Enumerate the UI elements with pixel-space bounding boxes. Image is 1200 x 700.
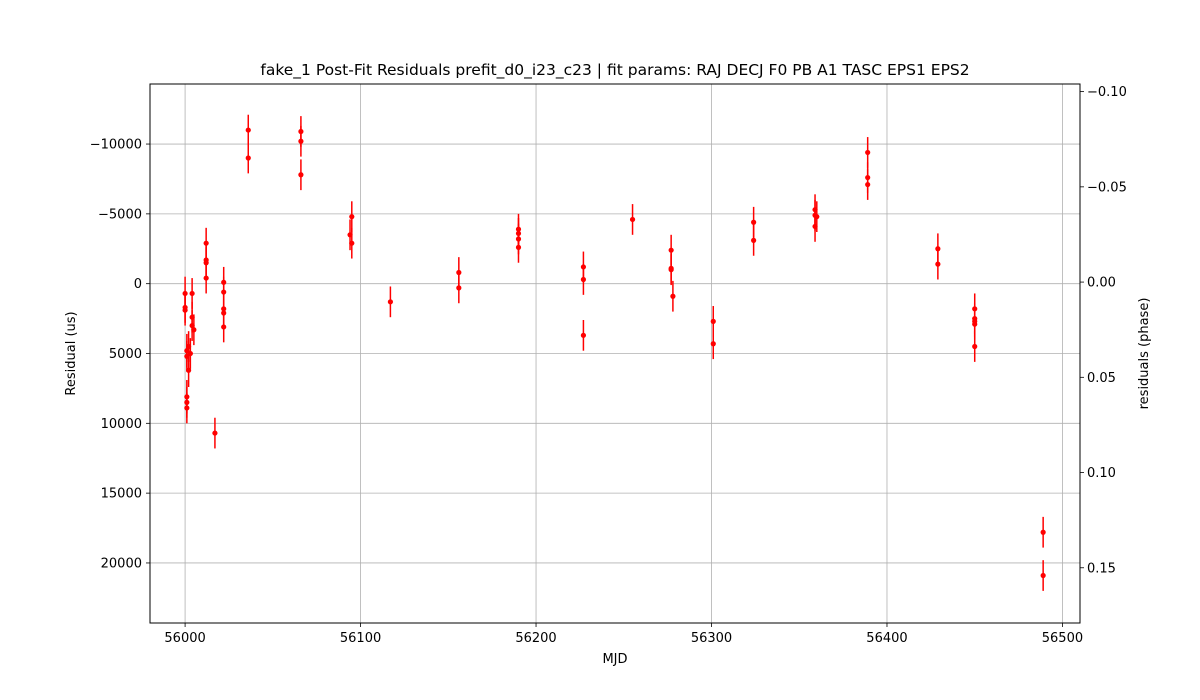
- y-tick-label: 5000: [109, 347, 142, 362]
- data-point: [515, 226, 522, 232]
- grid-lines: [150, 84, 1080, 623]
- data-point: [935, 246, 941, 252]
- data-point: [865, 149, 871, 156]
- data-point: [221, 324, 227, 330]
- y2-tick-label: −0.10: [1087, 85, 1127, 100]
- data-point: [245, 155, 251, 161]
- data-point: [865, 181, 871, 188]
- y2-tick-label: 0.10: [1087, 466, 1116, 481]
- data-point: [865, 174, 871, 181]
- data-point: [972, 321, 978, 327]
- data-point: [349, 214, 355, 220]
- data-point: [189, 314, 195, 320]
- data-point: [1040, 572, 1046, 579]
- y-tick-label: −5000: [98, 207, 142, 222]
- data-point: [182, 307, 188, 313]
- y-tick-label: 10000: [101, 417, 142, 432]
- data-point: [184, 348, 190, 354]
- data-point: [203, 260, 209, 266]
- data-point: [186, 367, 192, 373]
- data-point: [814, 214, 820, 220]
- y-tick-label: 20000: [101, 556, 142, 571]
- y-tick-label: 15000: [101, 487, 142, 502]
- data-point: [710, 318, 716, 324]
- data-point: [189, 322, 195, 329]
- data-point: [812, 207, 818, 213]
- data-point: [580, 276, 587, 283]
- data-point: [515, 230, 522, 237]
- y2-tick-label: 0.00: [1087, 276, 1116, 291]
- data-point: [347, 232, 353, 238]
- data-point: [191, 327, 197, 333]
- data-point: [221, 279, 227, 285]
- data-point: [751, 237, 757, 243]
- data-point: [668, 267, 674, 273]
- x-tick-label: 56500: [1042, 631, 1083, 646]
- data-points: [182, 127, 1046, 579]
- data-point: [182, 290, 188, 297]
- data-point: [935, 261, 941, 267]
- data-point: [184, 353, 190, 359]
- data-point: [1040, 529, 1046, 535]
- data-point: [189, 290, 195, 297]
- y2-tick-label: −0.05: [1087, 180, 1127, 195]
- data-point: [184, 399, 190, 405]
- data-point: [203, 240, 209, 246]
- data-point: [580, 332, 587, 338]
- data-point: [629, 216, 636, 223]
- data-point: [349, 240, 355, 246]
- x-tick-label: 56400: [866, 631, 907, 646]
- data-point: [456, 285, 462, 291]
- y-axis-ticks: −10000 −5000 0 5000 10000 15000 20000: [90, 138, 150, 571]
- data-point: [456, 269, 462, 276]
- y-axis-label: Residual (us): [64, 311, 79, 395]
- data-point: [184, 394, 190, 400]
- data-point: [515, 236, 522, 242]
- data-point: [298, 172, 304, 178]
- data-point: [812, 223, 818, 230]
- data-point: [515, 244, 522, 250]
- y2-tick-label: 0.15: [1087, 561, 1116, 576]
- data-point: [221, 306, 227, 312]
- data-point: [212, 430, 218, 436]
- x-tick-label: 56100: [340, 631, 381, 646]
- data-point: [670, 293, 676, 299]
- data-point: [221, 310, 227, 316]
- y2-axis-label: residuals (phase): [1137, 298, 1152, 410]
- data-point: [184, 405, 190, 411]
- data-point: [203, 275, 209, 281]
- x-tick-label: 56000: [164, 631, 205, 646]
- x-tick-label: 56300: [691, 631, 732, 646]
- data-point: [298, 128, 304, 135]
- x-tick-label: 56200: [515, 631, 556, 646]
- data-point: [668, 247, 674, 253]
- data-point: [245, 127, 251, 133]
- y2-axis-ticks: −0.10 −0.05 0.00 0.05 0.10 0.15: [1080, 85, 1127, 576]
- chart-title: fake_1 Post-Fit Residuals prefit_d0_i23_…: [260, 61, 969, 80]
- y-tick-label: −10000: [90, 138, 142, 153]
- data-point: [751, 219, 757, 225]
- data-point: [221, 289, 227, 295]
- data-point: [972, 343, 978, 350]
- x-axis-ticks: 56000 56100 56200 56300 56400 56500: [164, 623, 1083, 646]
- data-point: [972, 306, 978, 312]
- data-point: [298, 138, 304, 144]
- y-tick-label: 0: [134, 277, 142, 292]
- data-point: [710, 341, 716, 347]
- data-point: [187, 350, 193, 357]
- data-point: [186, 343, 192, 350]
- y2-tick-label: 0.05: [1087, 371, 1116, 386]
- x-axis-label: MJD: [602, 652, 627, 667]
- data-point: [387, 299, 393, 305]
- data-point: [580, 264, 587, 270]
